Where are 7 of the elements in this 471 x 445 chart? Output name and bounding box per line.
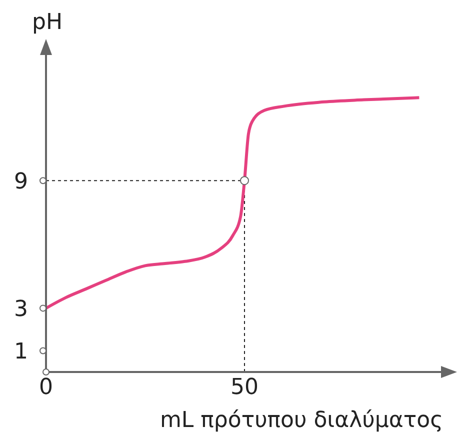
- y-axis-title: pH: [32, 10, 63, 35]
- y-tick-label: 9: [14, 170, 28, 195]
- x-tick-label: 0: [39, 375, 53, 400]
- x-tick-label: 50: [230, 375, 258, 400]
- y-tick-label: 3: [14, 297, 28, 322]
- y-tick-label: 1: [14, 340, 28, 365]
- x-axis-title: mL πρότυπου διαλύματος: [160, 408, 443, 433]
